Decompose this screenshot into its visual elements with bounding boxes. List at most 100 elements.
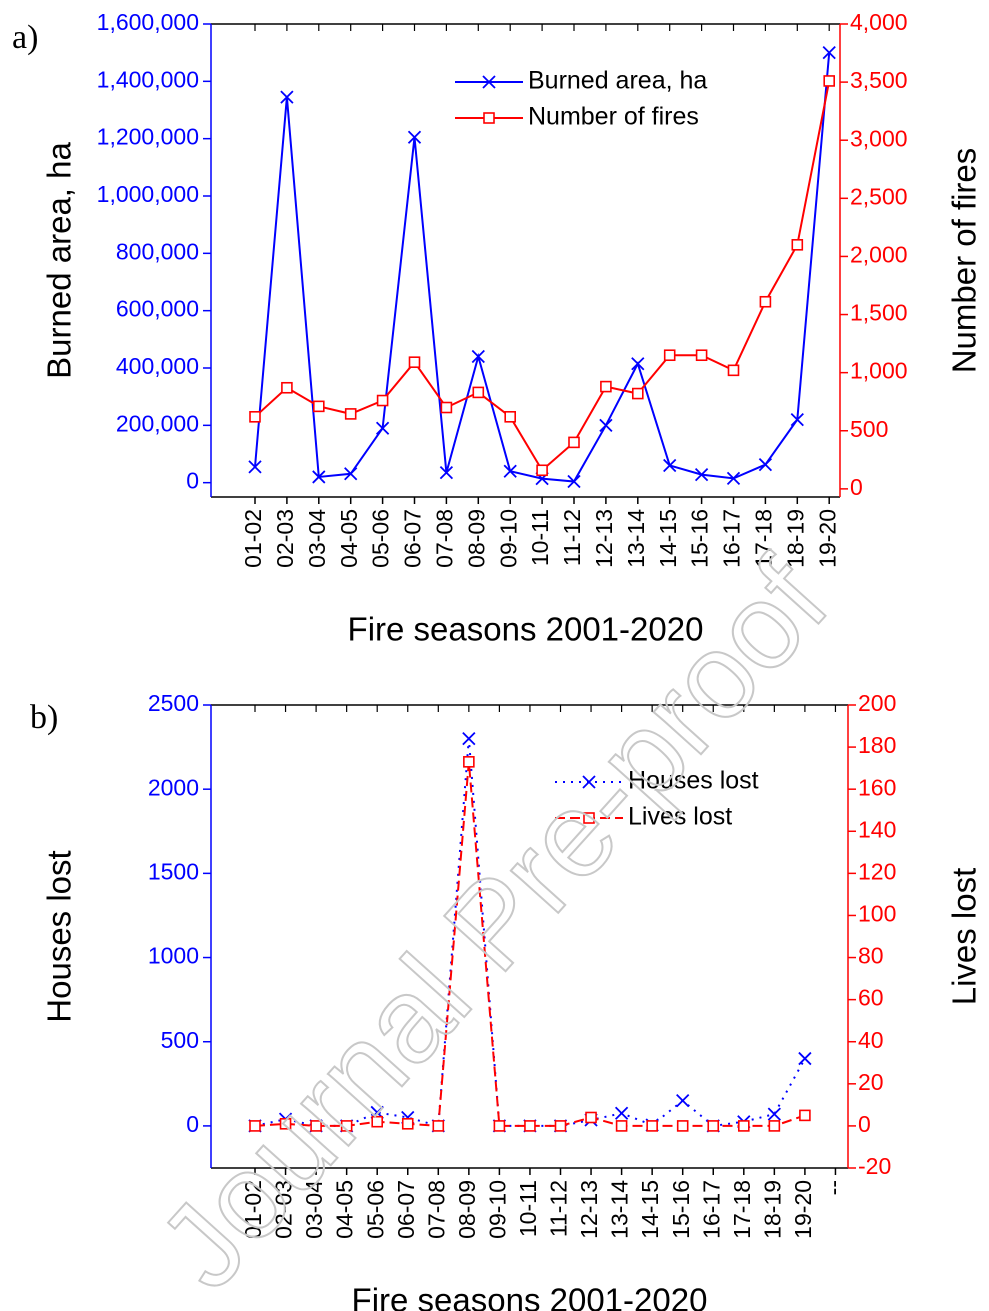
x-tick-label: 15-16	[687, 509, 713, 568]
y2-tick-label: 140	[858, 816, 896, 842]
marker	[503, 464, 517, 478]
marker	[493, 1120, 506, 1132]
x-tick-label: --	[821, 1180, 847, 1195]
marker	[432, 1120, 445, 1132]
y2-tick-label: 200	[858, 690, 896, 716]
marker	[727, 364, 740, 377]
marker	[344, 467, 358, 481]
x-tick-label: 09-10	[484, 1180, 510, 1239]
y-tick-label: 2000	[148, 774, 199, 800]
y2-tick-label: 180	[858, 732, 896, 758]
y2-tick-label: 20	[858, 1069, 884, 1095]
y-tick-label: 400,000	[116, 353, 199, 379]
legend-marker	[482, 75, 496, 89]
legend-marker	[582, 775, 596, 789]
marker	[248, 460, 262, 474]
x-tick-label: 06-07	[400, 509, 426, 568]
marker	[408, 356, 421, 368]
x-tick-label: 01-02	[240, 509, 266, 568]
y2-tick-label: 3,000	[850, 125, 908, 151]
marker	[249, 411, 261, 423]
x-tick-label: 01-02	[240, 1180, 266, 1239]
marker	[279, 1118, 292, 1130]
legend-marker	[583, 812, 595, 824]
marker	[462, 732, 476, 746]
x-tick-label: 04-05	[336, 509, 362, 568]
legend-label: Houses lost	[628, 767, 759, 795]
marker	[536, 464, 548, 477]
x-tick-label: 06-07	[393, 1180, 419, 1239]
marker	[585, 1111, 597, 1124]
x-tick-label: 15-16	[668, 1180, 694, 1239]
y-tick-label: 500	[161, 1027, 199, 1053]
marker	[504, 411, 517, 423]
y-tick-label: 1,000,000	[97, 181, 199, 207]
y-tick-label: 1000	[148, 943, 199, 969]
y2-tick-label: 2,500	[850, 183, 908, 209]
legend-label: Burned area, ha	[528, 67, 707, 95]
y2-tick-label: 0	[858, 1111, 871, 1137]
y-tick-label: 1,400,000	[97, 66, 199, 92]
x-tick-label: 03-04	[304, 509, 330, 568]
x-tick-label: 05-06	[362, 1180, 388, 1239]
marker	[726, 471, 741, 486]
x-tick-label: 02-03	[271, 1180, 297, 1239]
marker	[407, 130, 422, 144]
marker	[312, 470, 326, 484]
marker	[568, 436, 580, 449]
marker	[767, 1107, 781, 1121]
marker	[439, 465, 454, 480]
y2-tick-label: 100	[858, 901, 896, 927]
x-axis-title: Fire seasons 2001-2020	[352, 1282, 708, 1311]
y2-tick-label: 0	[850, 474, 863, 500]
marker	[401, 1118, 414, 1130]
y-tick-label: 200,000	[116, 410, 199, 436]
marker	[463, 756, 475, 768]
x-tick-label: 17-18	[729, 1180, 755, 1239]
x-tick-label: 08-09	[463, 509, 489, 568]
legend-label: Number of fires	[528, 103, 699, 131]
marker	[768, 1120, 781, 1132]
x-tick-label: 16-17	[698, 1180, 724, 1239]
y-tick-label: 1500	[148, 858, 199, 884]
series-line	[254, 80, 831, 472]
x-tick-label: 09-10	[495, 509, 521, 568]
marker	[600, 380, 612, 393]
marker	[758, 457, 773, 472]
x-tick-label: 11-12	[546, 1180, 572, 1237]
marker	[631, 387, 644, 400]
x-tick-label: 12-13	[576, 1180, 602, 1239]
y-tick-label: 0	[186, 468, 199, 494]
marker	[472, 386, 485, 399]
y2-tick-label: -20	[858, 1153, 891, 1179]
panel: 0 500 1000 1500 2000 2500 -20 0 20 40 60 80 100 120 14…	[30, 690, 983, 1311]
x-tick-label: 16-17	[719, 509, 745, 568]
marker	[281, 381, 293, 394]
y-axis-title: Houses lost	[41, 850, 78, 1022]
marker	[799, 1109, 811, 1122]
legend-marker	[483, 112, 495, 124]
y2-tick-label: 4,000	[850, 9, 908, 35]
y2-tick-label: 40	[858, 1027, 884, 1053]
panel-label: a)	[12, 19, 38, 56]
x-tick-label: 11-12	[559, 509, 585, 566]
x-tick-label: 17-18	[750, 509, 776, 568]
x-tick-label: 04-05	[332, 1180, 358, 1239]
x-tick-label: 08-09	[454, 1180, 480, 1239]
marker	[823, 75, 836, 87]
marker	[310, 1120, 322, 1132]
marker	[798, 1051, 812, 1066]
y2-tick-label: 160	[858, 774, 896, 800]
x-tick-label: 14-15	[637, 1180, 663, 1239]
y2-tick-label: 80	[858, 943, 884, 969]
y-tick-label: 600,000	[116, 296, 199, 322]
marker	[340, 1120, 353, 1132]
marker	[280, 90, 294, 104]
marker	[822, 46, 836, 60]
marker	[759, 295, 772, 308]
y2-tick-label: 120	[858, 858, 896, 884]
y-tick-label: 1,600,000	[97, 9, 199, 35]
x-tick-label: 19-20	[790, 1180, 816, 1239]
marker	[707, 1120, 720, 1132]
